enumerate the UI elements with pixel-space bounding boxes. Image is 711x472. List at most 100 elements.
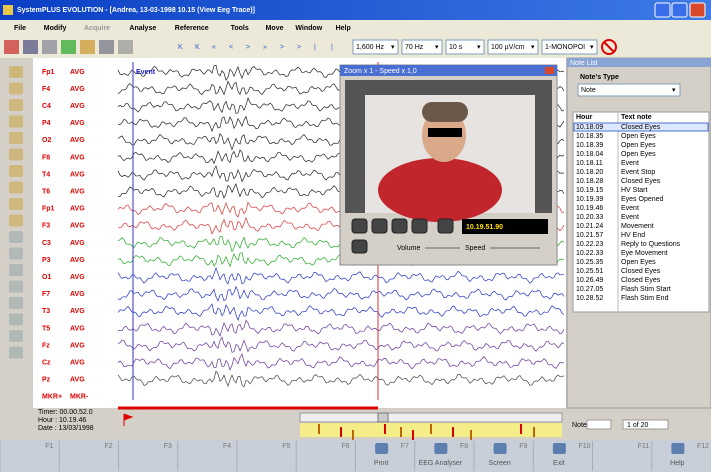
side-icon[interactable] [9,82,23,95]
note-hour[interactable]: 10.26.49 [576,277,603,284]
menu-item[interactable]: Window [295,25,322,32]
fkey-key[interactable]: F3 [164,443,172,450]
fkey-key[interactable]: F5 [282,443,290,450]
note-hour[interactable]: 10.18.04 [576,151,603,158]
note-hour[interactable]: 10.22.33 [576,250,603,257]
menu-item[interactable]: Analyse [129,25,156,32]
note-text[interactable]: Event [621,214,639,221]
note-text[interactable]: Movement [621,223,654,230]
note-hour[interactable]: 10.21.57 [576,232,603,239]
fkey-key[interactable]: F2 [105,443,113,450]
note-type-select[interactable] [577,83,681,97]
note-hour[interactable]: 10.18.20 [576,169,603,176]
note-text[interactable]: Open Eyes [621,151,656,158]
note-hour[interactable]: 10.25.51 [576,268,603,275]
menu-item[interactable]: Modify [44,25,67,32]
toolbar-dropdown[interactable] [541,39,598,55]
fkey-key[interactable]: F12 [697,443,709,450]
side-icon[interactable] [9,280,23,293]
video-close[interactable] [545,67,554,74]
video-button[interactable] [351,239,368,254]
note-hour[interactable]: 10.18.11 [576,160,603,167]
note-text[interactable]: Open Eyes [621,133,656,140]
nav-icon[interactable]: < [229,44,233,51]
toolbar-icon[interactable] [23,40,38,54]
side-icon[interactable] [9,330,23,342]
nav-icon[interactable]: > [246,44,250,51]
side-icon[interactable] [9,198,23,210]
toolbar-dropdown[interactable] [352,39,399,55]
video-button[interactable] [371,218,388,234]
side-icon[interactable] [9,148,23,161]
menu-item[interactable]: Help [336,25,351,32]
toolbar-icon[interactable] [42,40,57,54]
note-text[interactable]: Eyes Opened [621,196,664,203]
note-text[interactable]: Closed Eyes [621,124,661,131]
fkey-key[interactable]: F9 [519,443,527,450]
note-text[interactable]: Flash Stim End [621,295,669,302]
nav-icon[interactable]: K [178,44,183,51]
notes-nav[interactable] [586,419,612,430]
note-text[interactable]: HV Start [621,187,648,194]
side-icon[interactable] [9,231,23,243]
stop-icon[interactable] [601,39,617,55]
note-hour[interactable]: 10.19.46 [576,205,603,212]
video-button[interactable] [411,218,428,234]
fkey-label[interactable]: EEG Analyser [419,460,463,467]
scrollbar[interactable] [299,412,563,423]
note-hour[interactable]: 10.18.35 [576,133,603,140]
video-button[interactable] [437,218,454,234]
fkey-key[interactable]: F6 [342,443,350,450]
note-hour[interactable]: 10.25.35 [576,259,603,266]
note-hour[interactable]: 10.21.24 [576,223,603,230]
note-text[interactable]: Event Stop [621,169,655,176]
window-button[interactable] [689,2,706,18]
note-hour[interactable]: 10.18.28 [576,178,603,185]
note-hour[interactable]: 10.18.39 [576,142,603,149]
side-icon[interactable] [9,66,23,78]
toolbar-icon[interactable] [61,40,76,54]
menu-item[interactable]: Tools [231,25,249,32]
note-text[interactable]: Event [621,160,639,167]
note-text[interactable]: HV End [621,232,645,239]
note-hour[interactable]: 10.19.39 [576,196,603,203]
fkey-label[interactable]: Exit [553,460,565,467]
note-text[interactable]: Open Eyes [621,142,656,149]
side-icon[interactable] [9,181,23,194]
video-button[interactable] [351,218,368,234]
side-icon[interactable] [9,346,23,359]
note-text[interactable]: Closed Eyes [621,277,661,284]
fkey-key[interactable]: F8 [460,443,468,450]
window-button[interactable] [654,2,671,18]
note-text[interactable]: Closed Eyes [621,268,661,275]
menu-item[interactable]: Acquire [84,25,110,32]
side-icon[interactable] [9,297,23,309]
note-hour[interactable]: 10.22.23 [576,241,603,248]
nav-icon[interactable]: > [280,44,284,51]
note-hour[interactable]: 10.28.52 [576,295,603,302]
toolbar-dropdown[interactable] [445,39,485,55]
note-hour[interactable]: 10.19.15 [576,187,603,194]
menu-item[interactable]: Move [266,25,284,32]
fkey-key[interactable]: F10 [579,443,591,450]
note-hour[interactable]: 10.18.09 [576,124,603,131]
side-icon[interactable] [9,313,23,326]
fkey-key[interactable]: F7 [401,443,409,450]
toolbar-icon[interactable] [4,40,19,54]
toolbar-dropdown[interactable] [401,39,443,55]
note-text[interactable]: Closed Eyes [621,178,661,185]
nav-icon[interactable]: | [314,44,316,51]
nav-icon[interactable]: K [195,44,200,51]
toolbar-dropdown[interactable] [487,39,539,55]
fkey-label[interactable]: Help [670,460,685,467]
note-text[interactable]: Reply to Questions [621,241,681,248]
video-button[interactable] [391,218,408,234]
fkey-label[interactable]: Screen [489,460,511,467]
nav-icon[interactable]: » [263,44,267,51]
fkey-key[interactable]: F4 [223,443,231,450]
side-icon[interactable] [9,264,23,276]
window-button[interactable] [671,2,688,18]
fkey-label[interactable]: Print [374,460,388,467]
side-icon[interactable] [9,99,23,111]
note-hour[interactable]: 10.20.33 [576,214,603,221]
